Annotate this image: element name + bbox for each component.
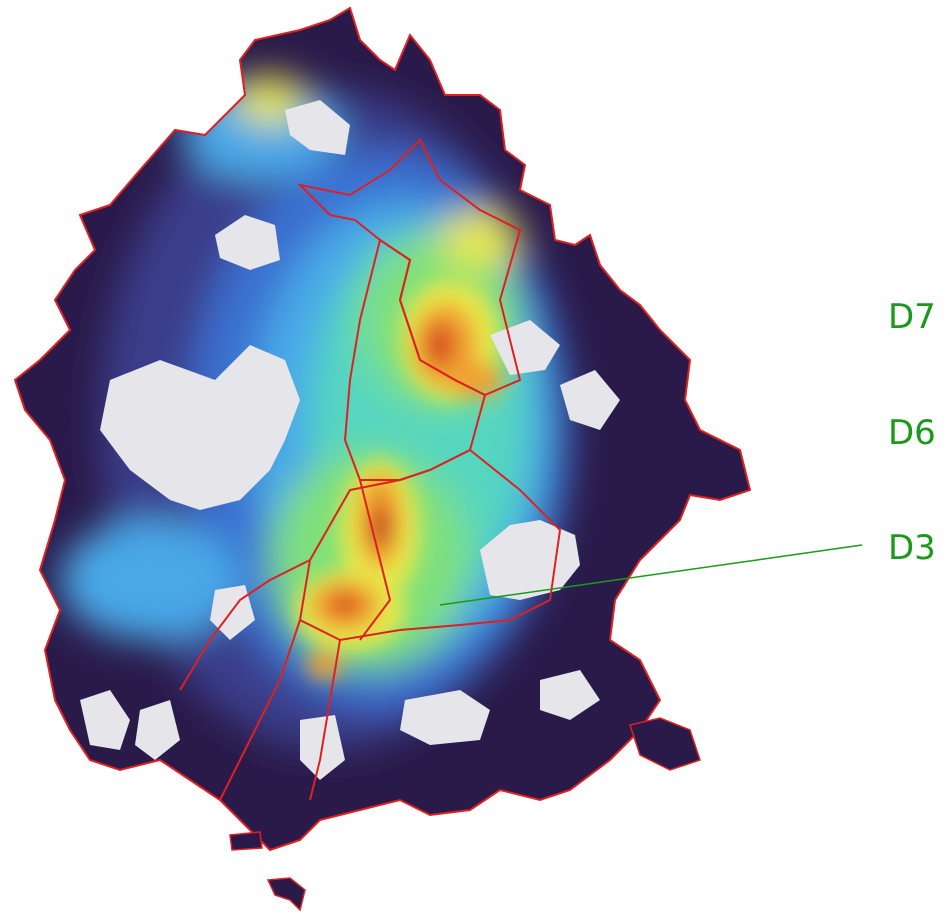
district-boundary-inner-d: [179, 559, 311, 691]
outlier-fragments: [229, 717, 701, 912]
district-boundary-inner-c: [309, 639, 341, 801]
d3-leader-line: [439, 544, 863, 606]
district-boundaries: [179, 138, 562, 801]
district-boundary-inner-b: [219, 619, 301, 801]
district-boundary-d7: [296, 138, 522, 397]
district-label-d3: D3: [888, 528, 936, 568]
gap-areas: [80, 100, 620, 780]
district-boundary-inner-a: [359, 479, 392, 641]
district-boundary-d3: [298, 448, 562, 642]
district-label-d7: D7: [888, 297, 936, 337]
district-label-d6: D6: [888, 413, 936, 453]
